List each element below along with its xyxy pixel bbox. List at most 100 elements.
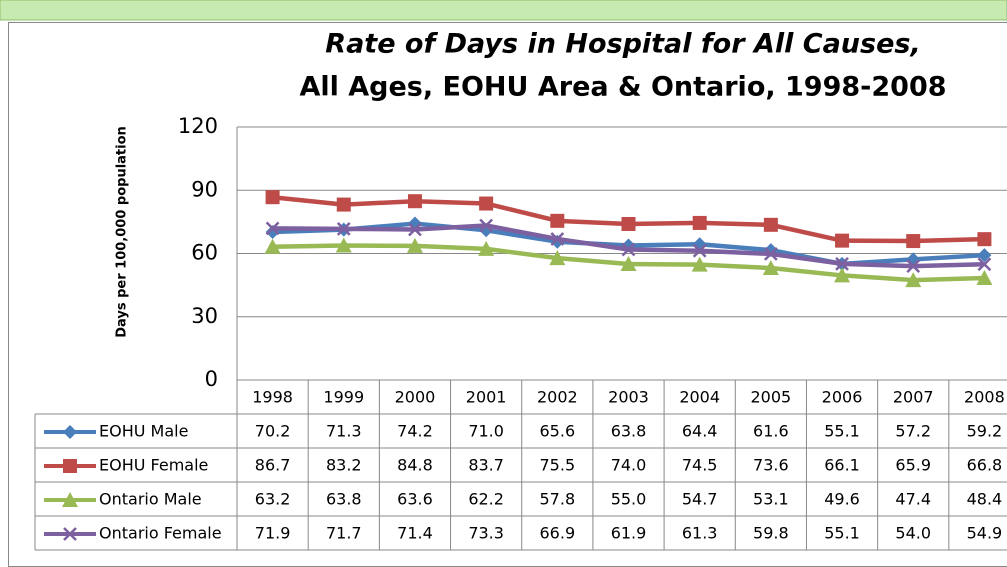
marker: [976, 269, 993, 285]
marker: [549, 250, 566, 266]
y-tick-label: 120: [178, 114, 218, 138]
table-value: 55.1: [824, 524, 860, 543]
marker: [479, 218, 494, 233]
x-tick-label: 2005: [751, 388, 792, 407]
table-value: 70.2: [255, 422, 291, 441]
table-value: 59.2: [967, 422, 1003, 441]
table-value: 57.2: [895, 422, 931, 441]
marker: [478, 240, 495, 256]
marker: [691, 256, 708, 272]
table-value: 84.8: [397, 456, 433, 475]
marker: [550, 213, 565, 228]
table-value: 61.6: [753, 422, 789, 441]
table-value: 73.6: [753, 456, 789, 475]
table-value: 75.5: [540, 456, 576, 475]
legend-label: Ontario Female: [99, 524, 222, 543]
table-value: 71.7: [326, 524, 362, 543]
marker: [977, 257, 992, 272]
marker: [335, 237, 352, 253]
y-tick-label: 0: [205, 367, 218, 391]
marker: [762, 260, 779, 276]
table-value: 71.3: [326, 422, 362, 441]
table-value: 66.1: [824, 456, 860, 475]
marker: [336, 221, 351, 236]
table-value: 59.8: [753, 524, 789, 543]
table-value: 54.9: [967, 524, 1003, 543]
marker: [621, 216, 636, 231]
marker: [406, 237, 423, 253]
table-value: 55.1: [824, 422, 860, 441]
table-value: 83.2: [326, 456, 362, 475]
marker: [763, 243, 778, 258]
marker: [905, 272, 922, 288]
table-value: 62.2: [468, 490, 504, 509]
table-value: 71.4: [397, 524, 433, 543]
x-tick-label: 2008: [964, 388, 1005, 407]
legend-label: Ontario Male: [99, 490, 202, 509]
table-value: 48.4: [967, 490, 1003, 509]
marker: [550, 232, 565, 246]
marker: [479, 196, 494, 211]
legend-marker: [63, 425, 77, 439]
table-value: 71.9: [255, 524, 291, 543]
y-tick-label: 60: [191, 241, 218, 265]
marker: [336, 197, 351, 212]
marker: [763, 247, 778, 261]
marker: [834, 267, 851, 283]
table-value: 74.0: [611, 456, 647, 475]
marker: [408, 222, 422, 237]
legend-marker: [63, 527, 77, 541]
table-value: 47.4: [895, 490, 931, 509]
table-value: 54.0: [895, 524, 931, 543]
table-value: 74.5: [682, 456, 718, 475]
legend-label: EOHU Male: [99, 422, 188, 441]
table-value: 63.2: [255, 490, 291, 509]
legend-label: EOHU Female: [99, 456, 208, 475]
marker: [620, 256, 637, 272]
marker: [977, 232, 992, 247]
x-tick-label: 1999: [323, 388, 364, 407]
marker: [692, 215, 707, 230]
marker: [692, 243, 707, 258]
marker: [763, 217, 778, 232]
x-tick-label: 2003: [608, 388, 649, 407]
table-value: 61.9: [611, 524, 647, 543]
table-value: 63.8: [326, 490, 362, 509]
table-value: 71.0: [468, 422, 504, 441]
marker: [835, 233, 850, 248]
table-value: 66.9: [540, 524, 576, 543]
marker: [265, 221, 280, 236]
top-strip: [0, 0, 1007, 21]
chart-title: Rate of Days in Hospital for All Causes,: [325, 29, 920, 60]
table-value: 66.8: [967, 456, 1003, 475]
table-value: 65.9: [895, 456, 931, 475]
table-value: 55.0: [611, 490, 647, 509]
table-value: 49.6: [824, 490, 860, 509]
marker: [407, 194, 422, 209]
table-value: 54.7: [682, 490, 718, 509]
table-value: 86.7: [255, 456, 291, 475]
marker: [621, 242, 636, 257]
table-value: 53.1: [753, 490, 789, 509]
legend-marker: [62, 492, 78, 507]
marker: [906, 259, 921, 274]
table-value: 74.2: [397, 422, 433, 441]
table-value: 73.3: [468, 524, 504, 543]
x-tick-label: 2006: [822, 388, 863, 407]
x-tick-label: 2000: [395, 388, 436, 407]
y-axis-label: Days per 100,000 population: [115, 126, 130, 338]
legend-marker: [63, 459, 77, 473]
x-tick-label: 2001: [466, 388, 507, 407]
marker: [265, 190, 280, 205]
marker: [977, 248, 992, 263]
x-tick-label: 2004: [679, 388, 720, 407]
marker: [906, 234, 921, 249]
chart-title: All Ages, EOHU Area & Ontario, 1998-2008: [299, 72, 946, 103]
table-value: 64.4: [682, 422, 718, 441]
marker: [264, 238, 281, 254]
table-value: 83.7: [468, 456, 504, 475]
y-tick-label: 30: [191, 304, 218, 328]
x-tick-label: 1998: [252, 388, 293, 407]
table-value: 65.6: [540, 422, 576, 441]
